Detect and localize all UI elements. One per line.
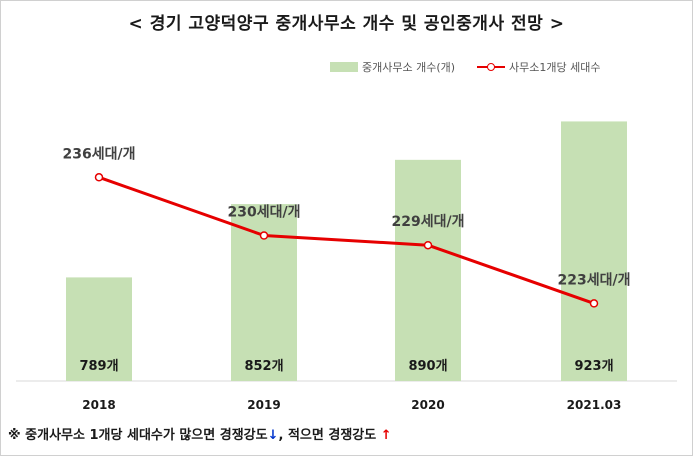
bar-2018 xyxy=(66,277,132,381)
arrow-down-icon: ↓ xyxy=(267,428,279,443)
line-point-2018 xyxy=(94,173,104,182)
line-point-2020 xyxy=(423,240,433,250)
arrow-up-icon: ↑ xyxy=(380,428,392,443)
line-value-label: 230세대/개 xyxy=(228,205,301,221)
legend-line-swatch xyxy=(477,62,506,72)
legend-bar-swatch xyxy=(330,62,358,72)
x-tick-label: 2019 xyxy=(247,398,280,412)
line-point-2021.03 xyxy=(589,299,599,308)
chart-legend: 중개사무소 개수(개) 사무소1개당 세대수 xyxy=(330,59,623,75)
series-line xyxy=(98,175,595,305)
x-tick-label: 2020 xyxy=(411,398,444,412)
footnote: ※ 중개사무소 1개당 세대수가 많으면 경쟁강도↓, 적으면 경쟁강도 ↑ xyxy=(8,424,392,443)
legend-item-line: 사무소1개당 세대수 xyxy=(477,59,601,75)
legend-item-bar: 중개사무소 개수(개) xyxy=(330,59,455,75)
bar-value-label: 890개 xyxy=(408,359,447,374)
bar-2021.03 xyxy=(561,121,627,381)
line-value-label: 223세대/개 xyxy=(558,272,631,288)
legend-bar-label: 중개사무소 개수(개) xyxy=(362,61,456,74)
bar-2019 xyxy=(231,204,297,381)
chart-title: < 경기 고양덕양구 중개사무소 개수 및 공인중개사 전망 > xyxy=(128,14,565,34)
legend-line-label: 사무소1개당 세대수 xyxy=(509,61,601,74)
line-point-2019 xyxy=(259,231,269,240)
footnote-text-1: ※ 중개사무소 1개당 세대수가 많으면 경쟁강도 xyxy=(8,428,268,443)
footnote-text-2: , 적으면 경쟁강도 xyxy=(278,428,381,443)
bar-value-label: 789개 xyxy=(79,359,118,374)
line-value-label: 236세대/개 xyxy=(63,146,136,162)
bar-value-label: 852개 xyxy=(244,359,283,374)
x-tick-label: 2018 xyxy=(82,398,115,412)
x-tick-label: 2021.03 xyxy=(567,398,622,412)
bar-2020 xyxy=(395,159,461,381)
bar-value-label: 923개 xyxy=(574,359,613,374)
line-value-label: 229세대/개 xyxy=(392,214,465,230)
